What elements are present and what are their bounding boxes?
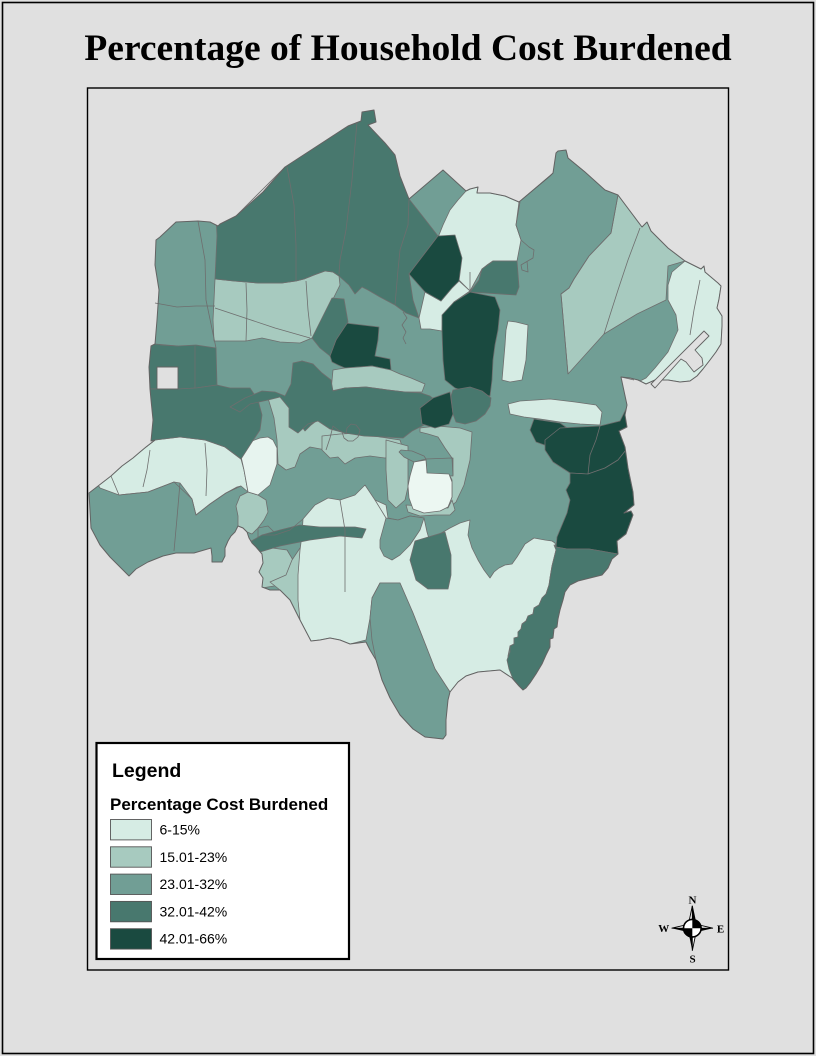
svg-text:S: S	[689, 954, 695, 966]
svg-text:Legend: Legend	[112, 760, 181, 782]
svg-text:Percentage of Household Cost B: Percentage of Household Cost Burdened	[84, 28, 731, 69]
svg-text:42.01-66%: 42.01-66%	[160, 931, 228, 947]
svg-text:N: N	[689, 895, 697, 907]
svg-text:W: W	[658, 923, 669, 935]
svg-text:6-15%: 6-15%	[160, 822, 200, 838]
svg-text:E: E	[717, 923, 724, 935]
svg-text:Percentage Cost Burdened: Percentage Cost Burdened	[110, 795, 328, 814]
svg-text:23.01-32%: 23.01-32%	[160, 876, 228, 892]
svg-text:32.01-42%: 32.01-42%	[160, 903, 228, 919]
svg-text:15.01-23%: 15.01-23%	[160, 849, 228, 865]
